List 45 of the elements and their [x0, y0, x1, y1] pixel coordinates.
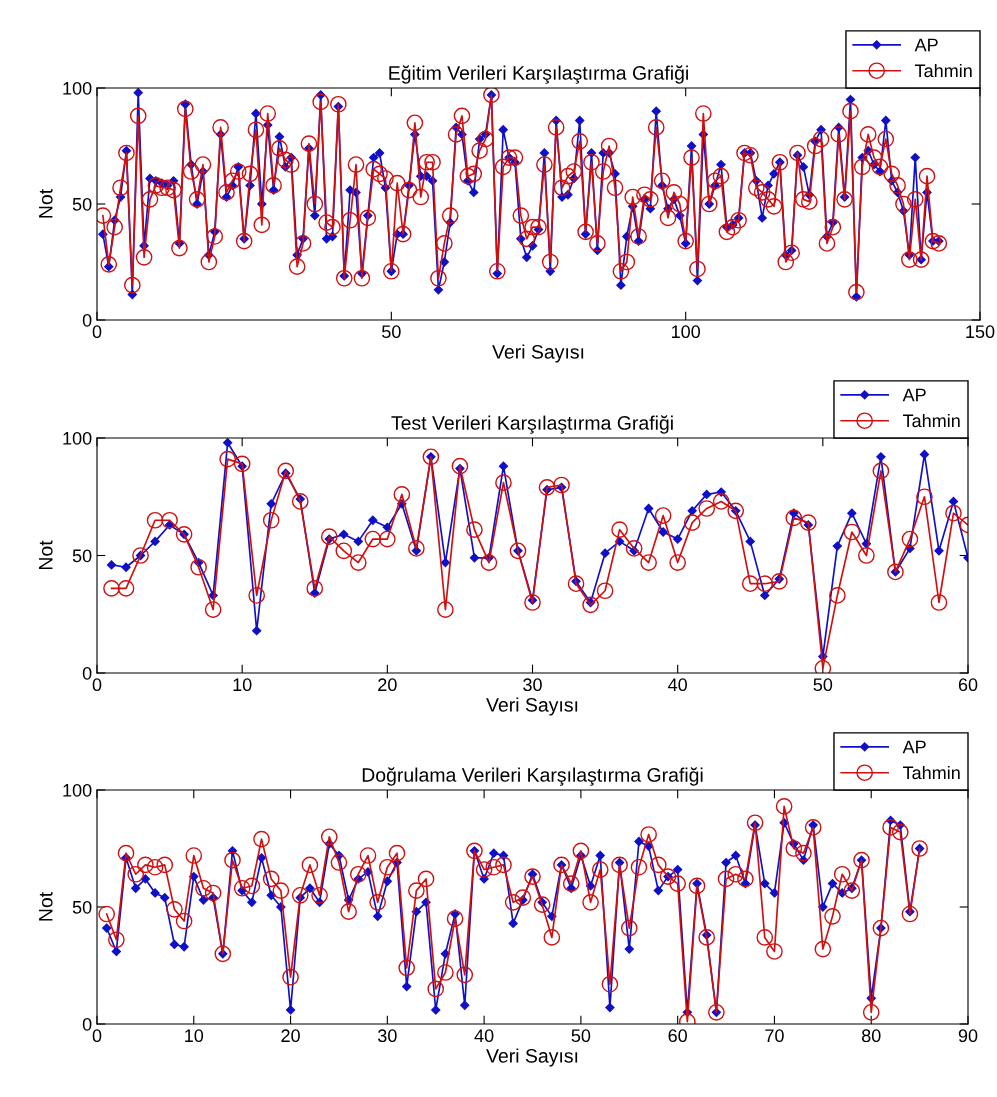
- x-tick-label: 100: [671, 325, 701, 339]
- x-tick-label: 70: [765, 1029, 784, 1043]
- y-tick-label: 50: [72, 900, 92, 914]
- chart-title: Eğitim Verileri Karşılaştırma Grafiği: [389, 65, 688, 84]
- y-tick-label: 50: [72, 197, 92, 211]
- x-tick-label: 0: [92, 325, 102, 339]
- x-axis-title: Veri Sayısı: [492, 344, 584, 363]
- x-axis-title: Veri Sayısı: [486, 697, 578, 716]
- x-axis-title: Veri Sayısı: [486, 1048, 578, 1067]
- x-tick-label: 30: [523, 678, 542, 692]
- x-tick-label: 150: [966, 325, 995, 339]
- legend-label: Tahmin: [914, 63, 972, 78]
- y-tick-label: 100: [63, 81, 92, 95]
- x-tick-label: 20: [281, 1029, 300, 1043]
- y-axis-title: Not: [39, 189, 53, 218]
- y-tick-label: 100: [63, 783, 92, 797]
- legend-label: Tahmin: [902, 765, 960, 780]
- x-tick-label: 40: [668, 678, 687, 692]
- x-tick-label: 0: [92, 1029, 102, 1043]
- y-tick-label: 50: [72, 549, 92, 563]
- x-tick-label: 50: [382, 325, 401, 339]
- y-axis-title: Not: [39, 540, 53, 570]
- legend-label: AP: [902, 388, 926, 402]
- x-tick-label: 60: [958, 678, 978, 692]
- x-tick-label: 20: [378, 678, 397, 692]
- x-tick-label: 30: [377, 1029, 397, 1043]
- x-tick-label: 50: [571, 1029, 591, 1043]
- legend-label: AP: [902, 740, 926, 754]
- legend-label: AP: [914, 38, 938, 52]
- x-tick-label: 10: [185, 1029, 204, 1043]
- chart-title: Doğrulama Verileri Karşılaştırma Grafiği: [362, 767, 703, 786]
- x-tick-label: 10: [233, 678, 252, 692]
- y-tick-label: 0: [82, 666, 92, 680]
- x-tick-label: 40: [474, 1029, 494, 1043]
- x-tick-label: 60: [668, 1029, 687, 1043]
- y-axis-title: Not: [39, 892, 53, 921]
- y-tick-label: 0: [82, 313, 92, 327]
- x-tick-label: 90: [958, 1029, 978, 1043]
- x-tick-label: 50: [813, 678, 833, 692]
- legend-label: Tahmin: [902, 413, 960, 428]
- y-tick-label: 0: [82, 1017, 92, 1031]
- x-tick-label: 0: [92, 678, 102, 692]
- x-tick-label: 80: [861, 1029, 881, 1043]
- y-tick-label: 100: [63, 431, 92, 445]
- chart-title: Test Verileri Karşılaştırma Grafiği: [391, 415, 673, 434]
